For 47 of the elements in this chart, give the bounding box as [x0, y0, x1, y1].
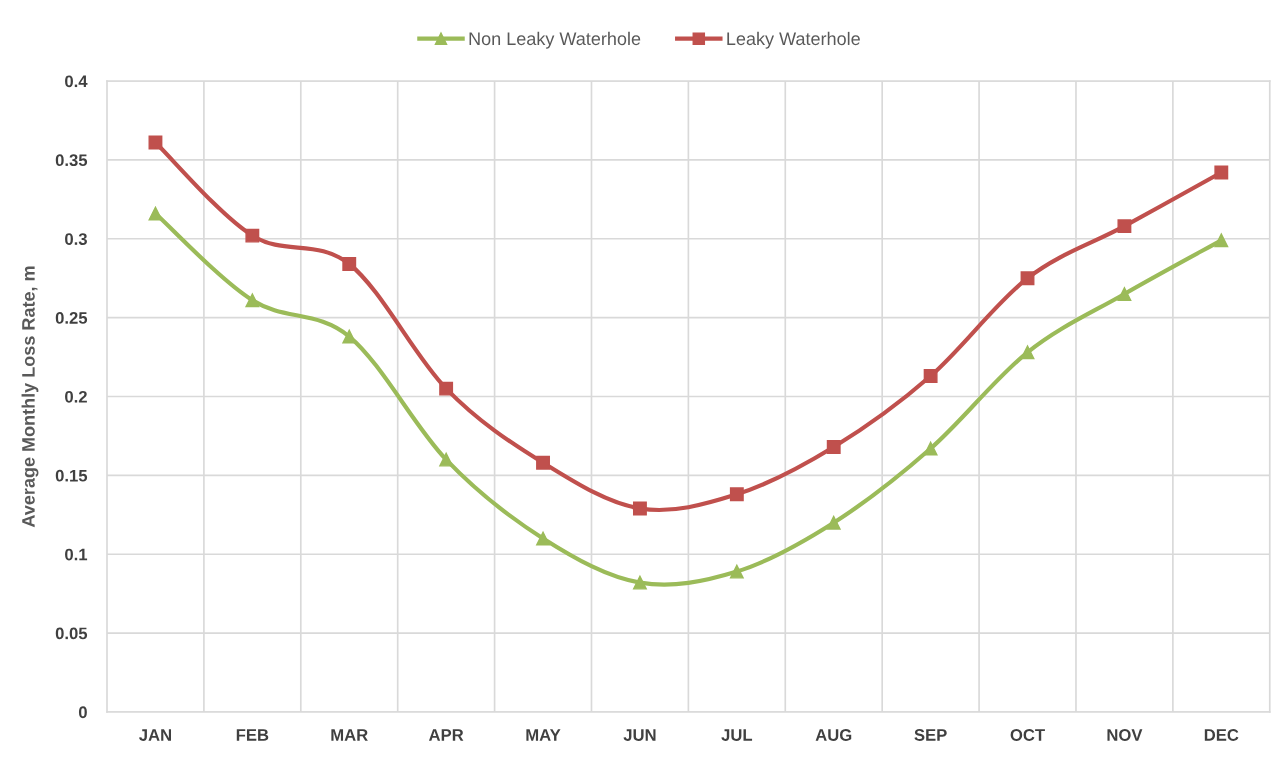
- y-tick-label: 0.15: [55, 469, 88, 482]
- point: [439, 452, 454, 467]
- y-tick-label: 0: [78, 706, 87, 719]
- point: [439, 381, 454, 396]
- point: [1117, 287, 1132, 301]
- x-tick-label: NOV: [1107, 729, 1143, 741]
- y-tick-label: 0.35: [55, 154, 88, 167]
- point: [632, 575, 647, 590]
- y-tick-label: 0.1: [65, 548, 88, 561]
- point: [826, 515, 841, 530]
- point: [1214, 165, 1229, 180]
- x-tick-label: MAY: [526, 729, 561, 741]
- x-tick-label: AUG: [815, 729, 852, 741]
- y-axis-title: Average Monthly Loss Rate, m: [21, 266, 39, 528]
- point: [245, 293, 260, 308]
- x-tick-label: JUL: [721, 729, 753, 741]
- point: [148, 206, 163, 221]
- point: [245, 228, 260, 243]
- y-tick-label: 0.2: [65, 390, 87, 403]
- x-tick-label: APR: [428, 729, 464, 741]
- point: [342, 329, 357, 344]
- y-tick-label: 0.25: [55, 312, 88, 324]
- point: [1117, 219, 1132, 234]
- point: [1214, 233, 1229, 248]
- point: [729, 487, 744, 502]
- point: [536, 455, 550, 470]
- y-tick-label: 0.05: [55, 627, 88, 640]
- legend-label: Non Leaky Waterhole: [469, 31, 641, 49]
- x-tick-label: MAR: [331, 729, 368, 741]
- point: [1020, 271, 1035, 286]
- y-tick-label: 0.3: [65, 233, 87, 245]
- x-tick-label: FEB: [236, 729, 269, 741]
- point: [826, 440, 841, 454]
- x-tick-label: JUN: [623, 729, 656, 741]
- point: [632, 501, 647, 516]
- x-tick-label: DEC: [1204, 729, 1239, 741]
- x-tick-label: JAN: [139, 729, 171, 741]
- x-tick-label: SEP: [914, 729, 947, 741]
- point: [536, 531, 550, 546]
- y-tick-label: 0.4: [65, 75, 88, 88]
- x-tick-label: OCT: [1010, 729, 1045, 741]
- point: [923, 369, 938, 383]
- point: [1020, 345, 1035, 360]
- point: [342, 257, 357, 271]
- point: [729, 564, 744, 579]
- point: [923, 441, 938, 456]
- legend-label: Leaky Waterhole: [727, 31, 860, 49]
